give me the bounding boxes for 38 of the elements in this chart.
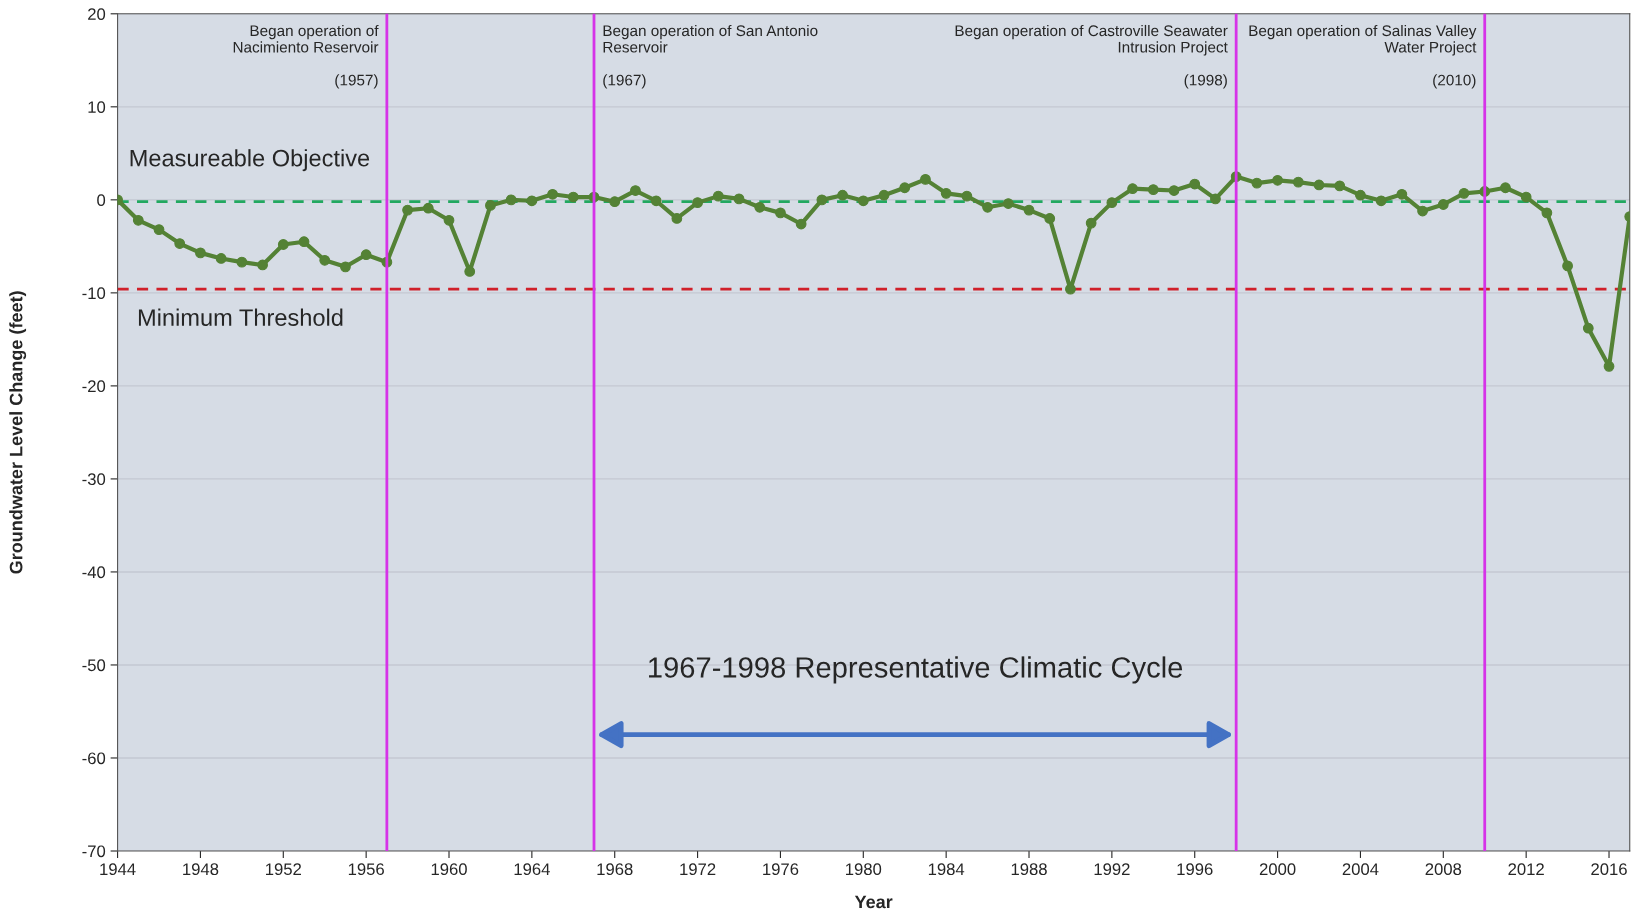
x-tick-label: 2012 (1508, 863, 1544, 876)
ref-line-label: Minimum Threshold (138, 308, 343, 326)
x-tick-label: 1976 (763, 863, 799, 876)
x-tick-label: 1952 (266, 863, 301, 876)
y-tick-label: -10 (82, 287, 106, 300)
x-tick-label: 1968 (597, 863, 633, 876)
x-tick-label: 1996 (1177, 863, 1213, 876)
y-tick-label: -60 (82, 752, 106, 765)
x-tick-label: 1956 (348, 863, 384, 876)
annotation: 1967-1998 Representative Climatic Cycle (649, 656, 1183, 684)
x-tick-label: 2000 (1259, 863, 1296, 876)
text: Began operation of San Antonio Reservoir (1967) (603, 24, 818, 89)
x-tick-label: 1960 (431, 863, 467, 876)
text: Began operation of Castroville Seawater Intrusion Project (1998) (955, 24, 1228, 89)
y-tick-label: -20 (82, 380, 106, 393)
y-tick-label: -40 (82, 566, 106, 579)
x-tick-label: 1964 (514, 863, 550, 876)
y-tick-label: -30 (82, 473, 106, 486)
y-tick-label: -70 (82, 845, 106, 858)
y-axis-title: Groundwater Level Change (feet) (9, 291, 27, 574)
x-tick-label: 1992 (1094, 863, 1130, 876)
text: Began operation of Nacimiento Reservoir (1957) (233, 24, 379, 89)
x-tick-label: 2004 (1342, 863, 1379, 876)
x-axis-title: Year (854, 895, 893, 909)
x-tick-label: 2016 (1591, 863, 1627, 876)
y-tick-label: 10 (88, 101, 106, 114)
x-tick-label: 1972 (680, 863, 716, 876)
x-tick-label: 1944 (100, 863, 136, 876)
x-tick-label: 1980 (846, 863, 882, 876)
x-tick-label: 1984 (928, 863, 965, 876)
text: Began operation of Salinas Valley Water Project (2010) (1249, 24, 1477, 89)
x-tick-label: 1988 (1011, 863, 1047, 876)
y-tick-label: 0 (97, 194, 106, 207)
y-tick-label: 20 (88, 8, 106, 20)
ref-line-label: Measureable Objective (130, 149, 370, 172)
x-tick-label: 1948 (183, 863, 219, 876)
x-tick-label: 2008 (1425, 863, 1462, 876)
y-tick-label: -50 (82, 659, 106, 672)
